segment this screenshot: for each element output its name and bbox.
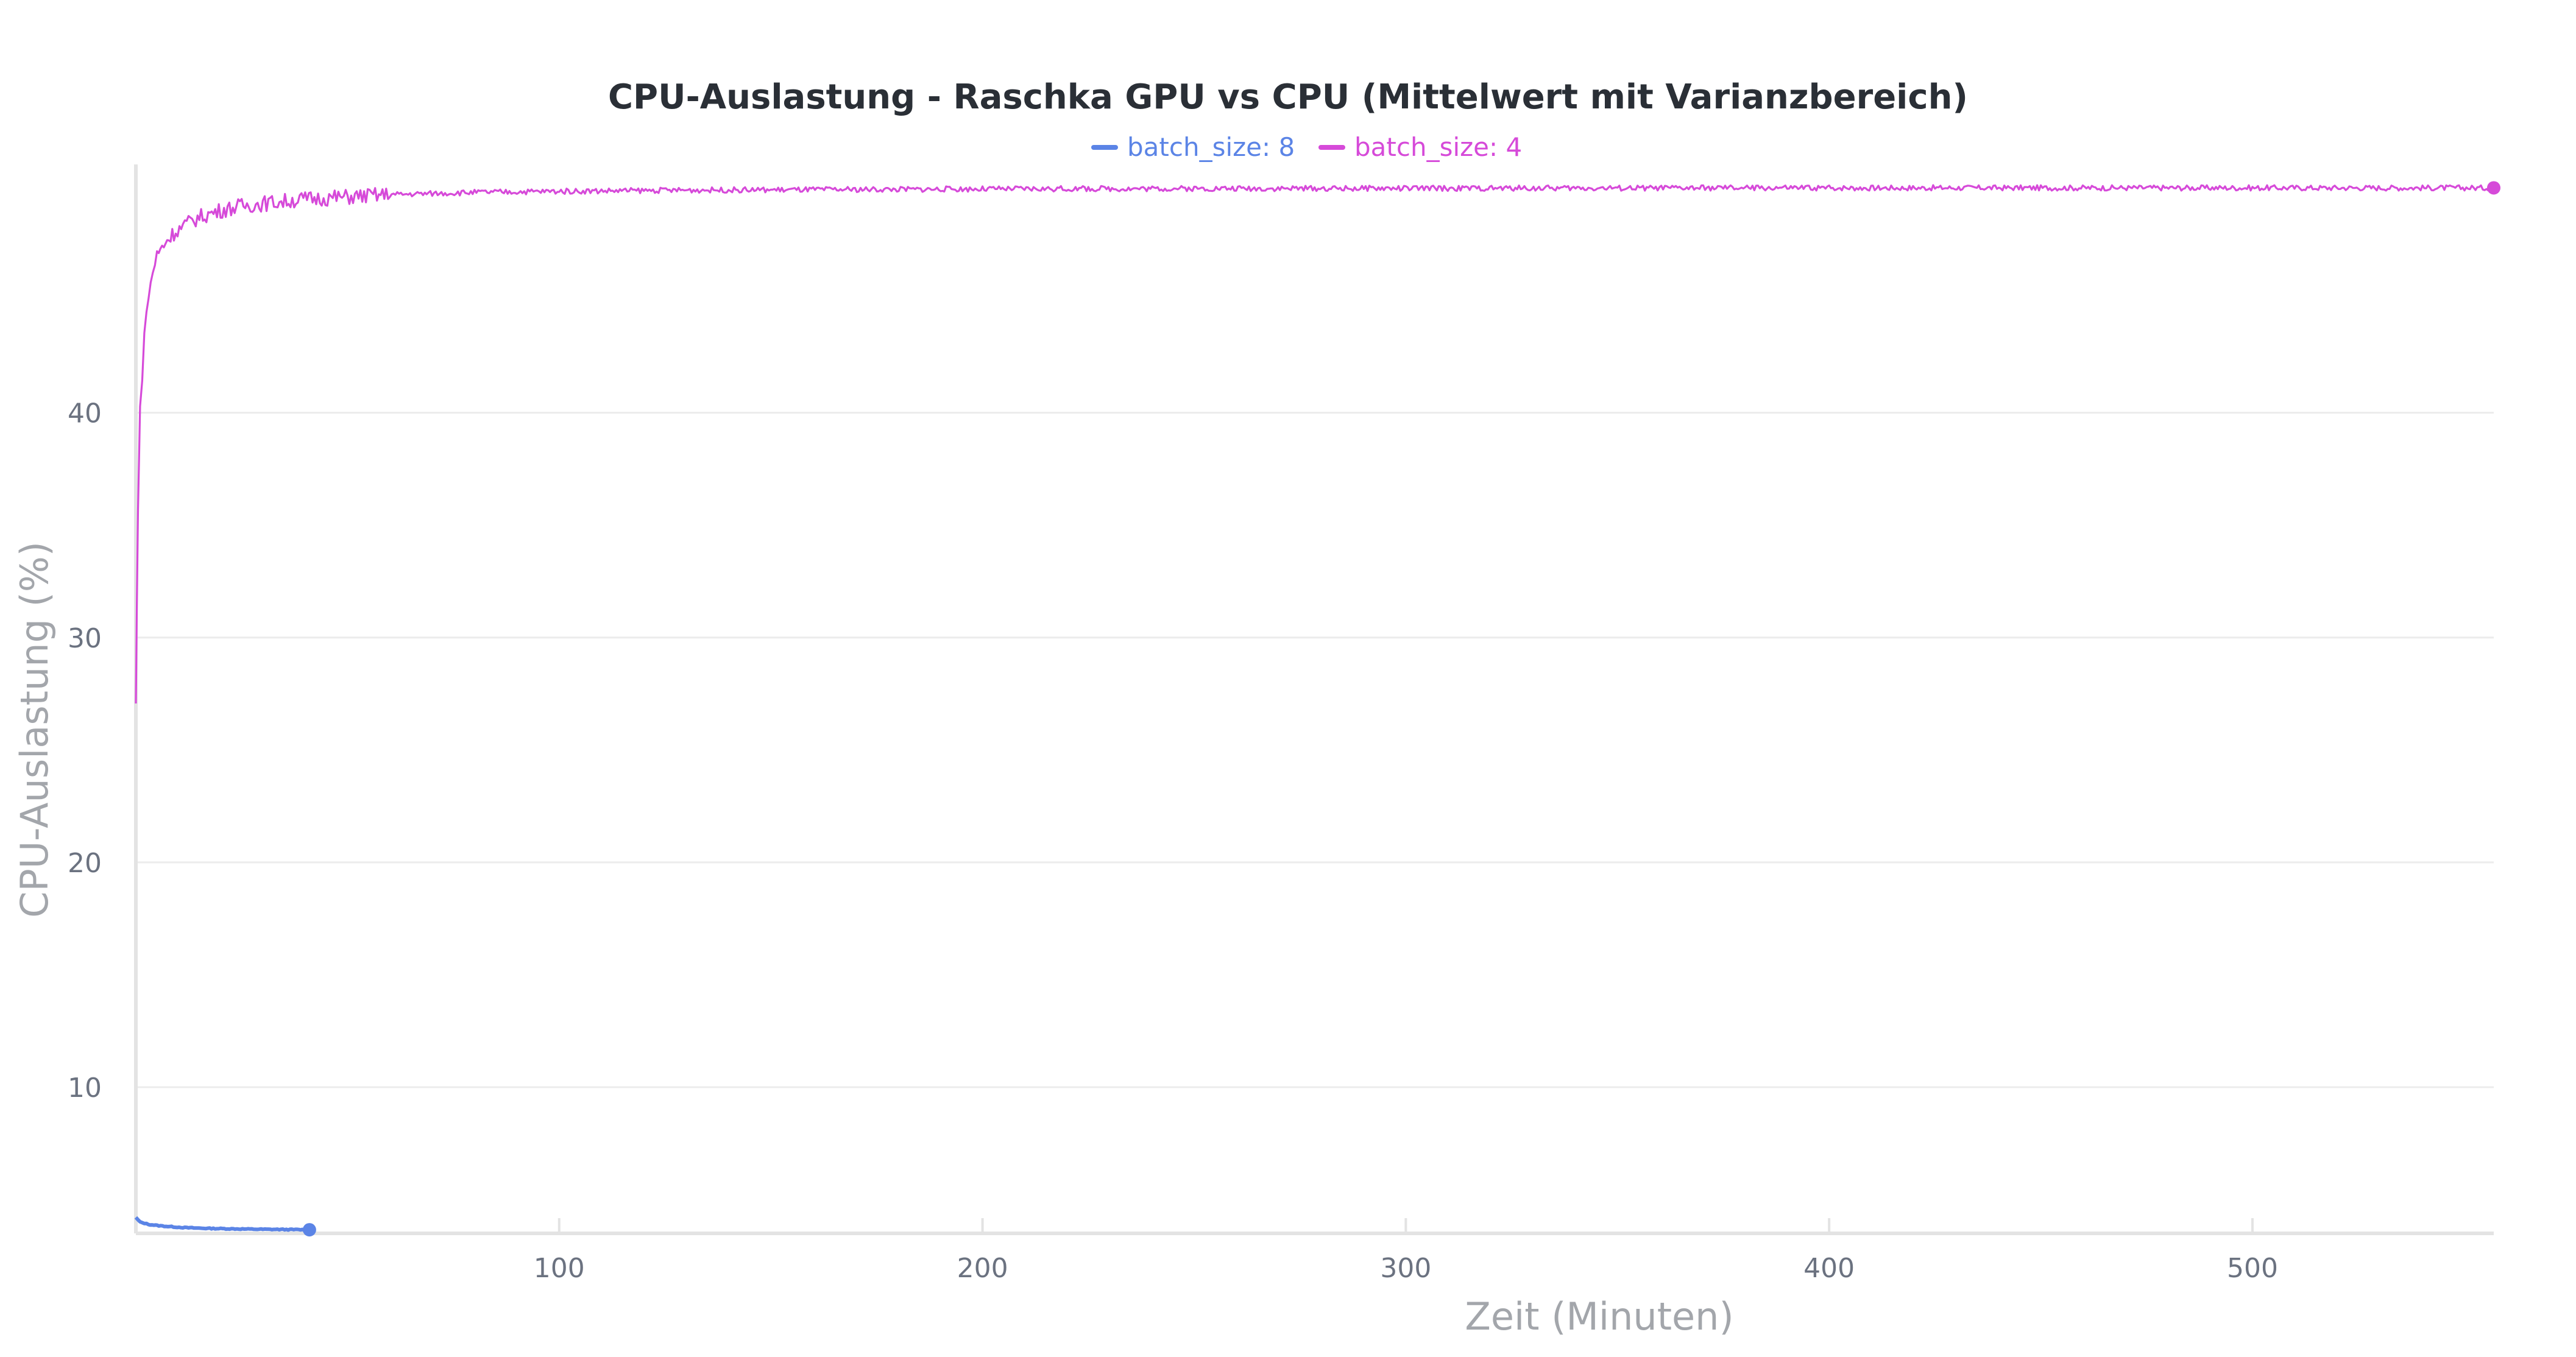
legend-item[interactable]: batch_size: 4: [1318, 132, 1522, 162]
legend[interactable]: batch_size: 8 batch_size: 4: [1091, 132, 1522, 162]
x-axis-title: Zeit (Minuten): [1465, 1294, 1733, 1339]
axes: [134, 164, 2494, 1235]
x-tick-label: 200: [957, 1253, 1008, 1284]
legend-item[interactable]: batch_size: 8: [1091, 132, 1295, 162]
series-end-point[interactable]: [302, 1223, 316, 1237]
series-line[interactable]: [134, 1216, 310, 1232]
gridlines: [136, 412, 2494, 1088]
y-axis-title: CPU-Auslastung (%): [12, 541, 57, 918]
legend-label: batch_size: 8: [1127, 132, 1295, 162]
series-group: [135, 181, 2500, 704]
chart-title: CPU-Auslastung - Raschka GPU vs CPU (Mit…: [608, 77, 1968, 117]
tick-labels: 10 20 30 40 100 200 300 400 500: [68, 398, 2278, 1284]
plot-area[interactable]: [134, 181, 2500, 1237]
x-tick-label: 300: [1380, 1253, 1431, 1284]
series-end-point[interactable]: [2487, 181, 2500, 195]
y-tick-label: 40: [68, 398, 102, 429]
legend-label: batch_size: 4: [1354, 132, 1522, 162]
x-tick-label: 100: [534, 1253, 585, 1284]
x-tick-label: 500: [2227, 1253, 2278, 1284]
series-line[interactable]: [135, 184, 2494, 704]
y-tick-label: 10: [68, 1073, 102, 1104]
y-tick-label: 30: [68, 623, 102, 654]
x-tick-label: 400: [1803, 1253, 1855, 1284]
y-tick-label: 20: [68, 848, 102, 879]
series-group: [134, 1216, 316, 1237]
